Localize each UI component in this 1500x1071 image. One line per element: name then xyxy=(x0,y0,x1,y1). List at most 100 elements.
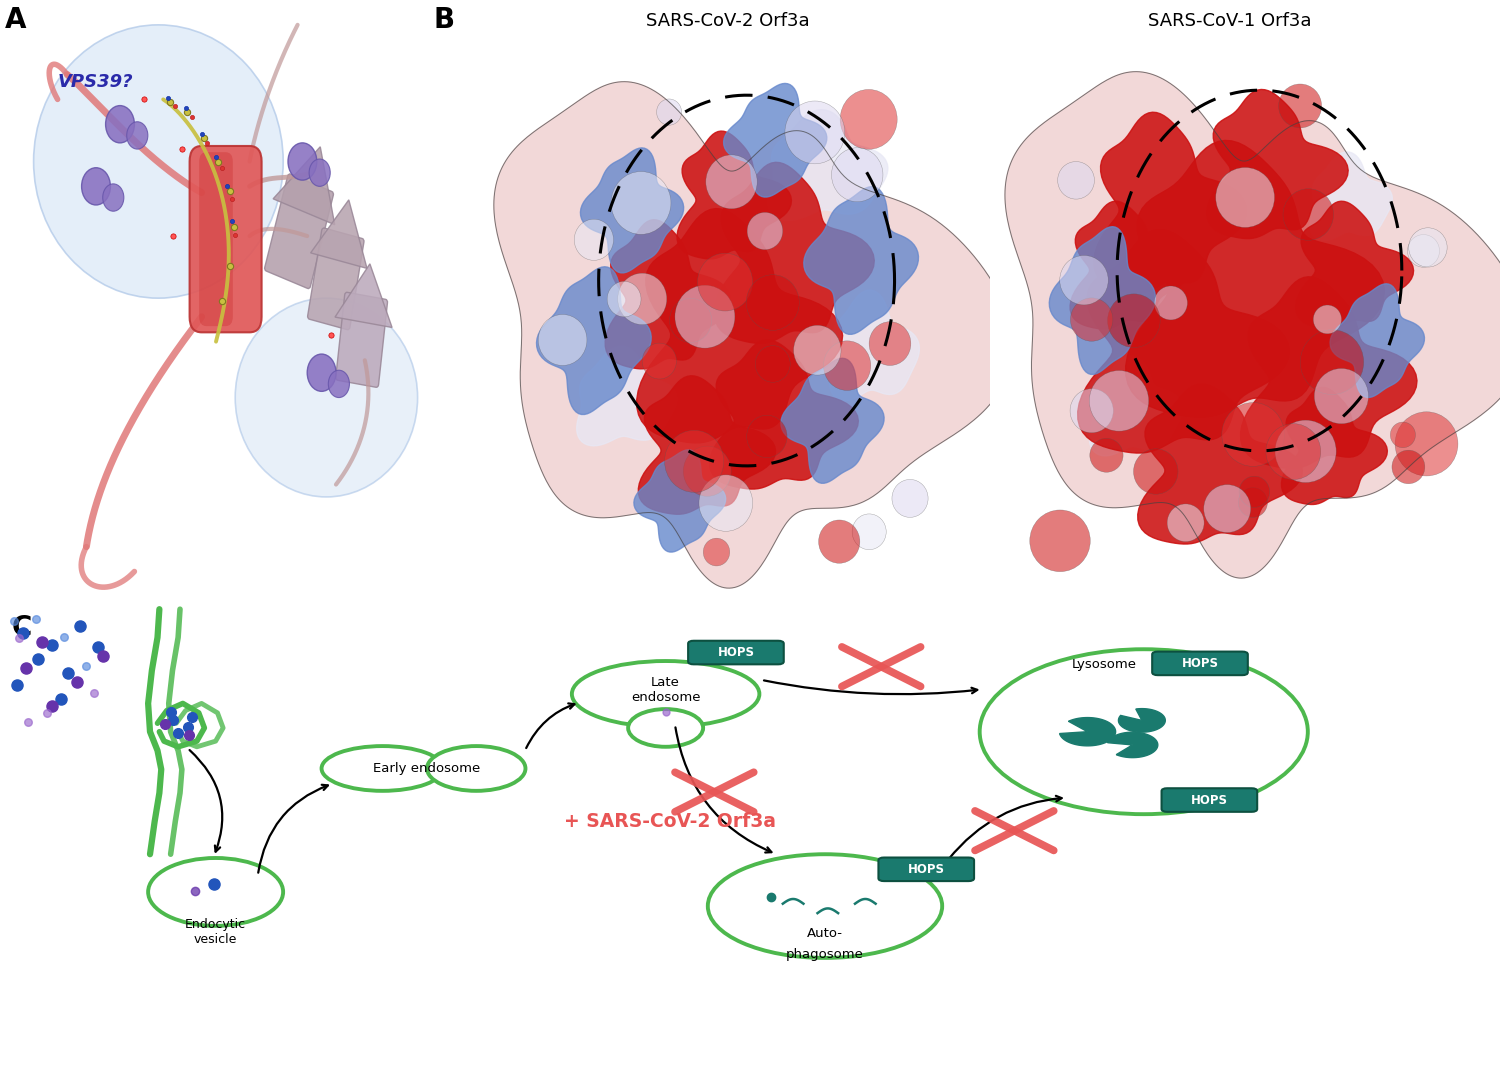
Polygon shape xyxy=(604,220,730,368)
Polygon shape xyxy=(1137,384,1302,544)
Circle shape xyxy=(1282,188,1334,240)
Circle shape xyxy=(868,321,910,365)
Polygon shape xyxy=(1059,718,1116,745)
Circle shape xyxy=(1090,438,1124,472)
Circle shape xyxy=(538,315,586,365)
Circle shape xyxy=(840,90,897,149)
Text: B: B xyxy=(433,6,454,34)
Circle shape xyxy=(1030,510,1090,572)
Polygon shape xyxy=(1077,229,1290,453)
Circle shape xyxy=(852,514,886,549)
Circle shape xyxy=(1408,228,1448,267)
Polygon shape xyxy=(1050,227,1155,375)
Circle shape xyxy=(608,282,640,317)
Circle shape xyxy=(1059,255,1108,305)
Circle shape xyxy=(684,447,730,496)
Circle shape xyxy=(610,171,670,235)
Polygon shape xyxy=(1310,152,1392,241)
Polygon shape xyxy=(273,147,334,225)
Polygon shape xyxy=(714,163,874,344)
Text: + SARS-CoV-2 Orf3a: + SARS-CoV-2 Orf3a xyxy=(564,812,777,831)
Circle shape xyxy=(1058,162,1095,199)
Circle shape xyxy=(657,99,681,125)
Circle shape xyxy=(642,343,676,379)
Ellipse shape xyxy=(236,298,417,497)
Text: VPS39?: VPS39? xyxy=(57,73,134,91)
Circle shape xyxy=(102,184,125,211)
Circle shape xyxy=(824,341,870,391)
Text: Endocytic
vesicle: Endocytic vesicle xyxy=(184,918,246,947)
Circle shape xyxy=(1203,485,1251,532)
Circle shape xyxy=(1392,450,1425,484)
Circle shape xyxy=(1216,167,1275,227)
Circle shape xyxy=(1154,286,1188,320)
Polygon shape xyxy=(580,148,684,273)
Polygon shape xyxy=(1281,388,1388,504)
FancyBboxPatch shape xyxy=(1152,651,1248,675)
Polygon shape xyxy=(830,290,920,401)
Polygon shape xyxy=(1296,201,1413,329)
Circle shape xyxy=(794,326,842,375)
Circle shape xyxy=(704,538,729,565)
Circle shape xyxy=(1089,371,1149,432)
Ellipse shape xyxy=(708,855,942,957)
Circle shape xyxy=(105,106,135,142)
FancyBboxPatch shape xyxy=(189,146,261,332)
Circle shape xyxy=(706,155,758,209)
Text: A: A xyxy=(4,6,27,34)
Circle shape xyxy=(1167,504,1204,542)
Circle shape xyxy=(1314,368,1368,424)
Circle shape xyxy=(309,159,330,186)
FancyBboxPatch shape xyxy=(1161,788,1257,812)
Polygon shape xyxy=(804,186,918,334)
Circle shape xyxy=(126,122,148,149)
Circle shape xyxy=(669,299,711,343)
Text: Late
endosome: Late endosome xyxy=(632,676,700,705)
Text: SARS-CoV-2 Orf3a: SARS-CoV-2 Orf3a xyxy=(645,13,810,30)
Circle shape xyxy=(574,220,614,260)
Polygon shape xyxy=(1070,201,1188,329)
Polygon shape xyxy=(634,450,726,552)
Circle shape xyxy=(1407,235,1440,268)
Polygon shape xyxy=(1240,276,1418,468)
FancyBboxPatch shape xyxy=(879,858,974,881)
Circle shape xyxy=(1278,84,1322,127)
Text: Early endosome: Early endosome xyxy=(374,761,480,775)
Polygon shape xyxy=(1094,112,1246,293)
Circle shape xyxy=(747,275,800,330)
Polygon shape xyxy=(710,340,858,489)
Circle shape xyxy=(747,212,783,250)
Circle shape xyxy=(1222,403,1284,466)
Ellipse shape xyxy=(148,858,284,925)
Ellipse shape xyxy=(427,746,525,790)
Text: HOPS: HOPS xyxy=(1191,794,1228,806)
Polygon shape xyxy=(768,109,888,221)
Circle shape xyxy=(1107,293,1160,347)
Polygon shape xyxy=(639,376,776,514)
Circle shape xyxy=(288,142,316,180)
Circle shape xyxy=(1390,422,1416,448)
Polygon shape xyxy=(1089,357,1182,456)
Polygon shape xyxy=(1107,733,1158,757)
Text: Auto-: Auto- xyxy=(807,926,843,939)
Circle shape xyxy=(1134,449,1178,494)
Text: Lysosome: Lysosome xyxy=(1072,659,1137,672)
Circle shape xyxy=(308,355,336,391)
Circle shape xyxy=(664,431,724,493)
Circle shape xyxy=(1239,477,1269,508)
Ellipse shape xyxy=(980,649,1308,814)
FancyBboxPatch shape xyxy=(336,292,387,388)
Polygon shape xyxy=(537,267,651,414)
Circle shape xyxy=(1300,330,1364,394)
Text: HOPS: HOPS xyxy=(908,863,945,876)
Text: SARS-CoV-1 Orf3a: SARS-CoV-1 Orf3a xyxy=(1149,13,1311,30)
Polygon shape xyxy=(1330,284,1425,397)
Circle shape xyxy=(328,371,350,397)
Circle shape xyxy=(892,480,928,517)
Polygon shape xyxy=(334,263,392,328)
Circle shape xyxy=(1070,389,1113,433)
FancyBboxPatch shape xyxy=(200,152,232,326)
FancyBboxPatch shape xyxy=(688,640,783,664)
Circle shape xyxy=(819,521,860,563)
Circle shape xyxy=(675,285,735,348)
